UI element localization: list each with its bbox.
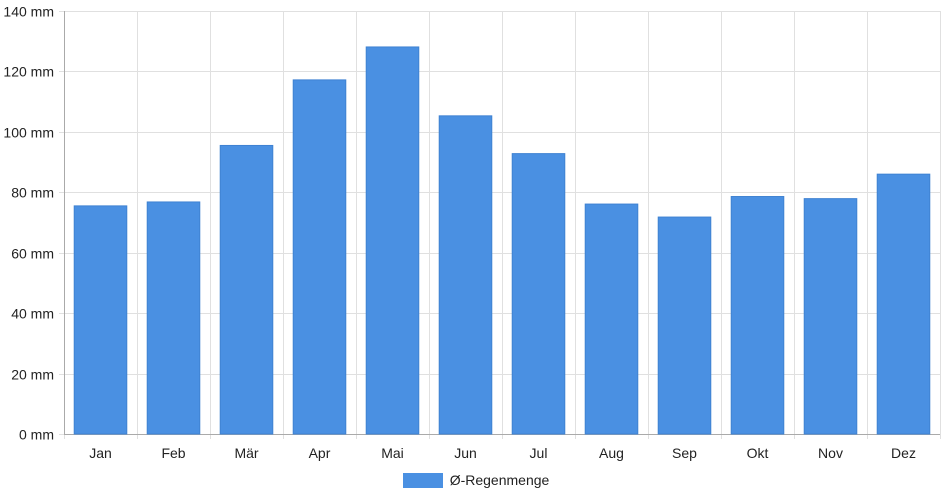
bar xyxy=(584,203,639,435)
bar xyxy=(219,144,274,435)
bar xyxy=(146,201,201,435)
legend-swatch xyxy=(402,472,443,488)
y-tick-label: 140 mm xyxy=(3,4,54,20)
y-tick-label: 60 mm xyxy=(11,246,54,262)
x-tick-label: Dez xyxy=(891,445,916,461)
y-tick-label: 120 mm xyxy=(3,64,54,80)
x-tick-label: Feb xyxy=(161,445,185,461)
bar xyxy=(365,46,420,435)
bar xyxy=(73,205,128,435)
bar xyxy=(657,216,712,435)
bar xyxy=(876,173,931,435)
x-tick-label: Aug xyxy=(599,445,624,461)
x-tick-label: Okt xyxy=(747,445,769,461)
x-tick-label: Nov xyxy=(818,445,843,461)
bar xyxy=(292,79,347,435)
x-tick-label: Mär xyxy=(234,445,258,461)
bar xyxy=(511,153,566,435)
y-tick-label: 40 mm xyxy=(11,306,54,322)
bar xyxy=(730,196,785,435)
x-tick-label: Mai xyxy=(381,445,404,461)
bar xyxy=(438,115,493,435)
y-tick-label: 80 mm xyxy=(11,185,54,201)
x-tick-label: Jul xyxy=(530,445,548,461)
x-tick-label: Jan xyxy=(89,445,112,461)
y-tick-label: 100 mm xyxy=(3,125,54,141)
x-tick-label: Apr xyxy=(309,445,331,461)
bar xyxy=(803,198,858,435)
y-tick-label: 20 mm xyxy=(11,367,54,383)
chart-legend: Ø-Regenmenge xyxy=(0,472,952,488)
y-tick-label: 0 mm xyxy=(19,427,54,443)
x-tick-label: Sep xyxy=(672,445,697,461)
x-tick-label: Jun xyxy=(454,445,477,461)
legend-label: Ø-Regenmenge xyxy=(449,472,550,488)
